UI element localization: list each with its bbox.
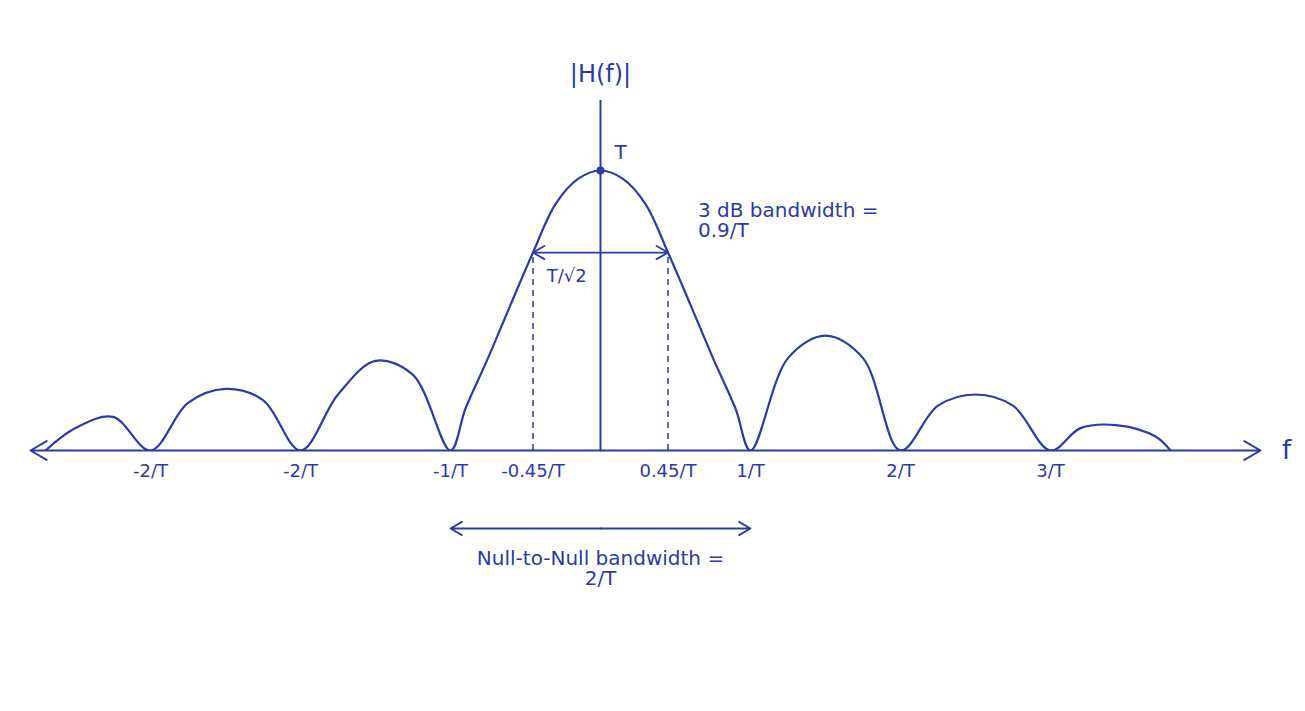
svg-text:-1/T: -1/T [433, 460, 469, 481]
svg-text:3/T: 3/T [1036, 460, 1066, 481]
svg-text:3 dB bandwidth =0.9/T: 3 dB bandwidth =0.9/T [698, 198, 878, 242]
svg-text:|H(f)|: |H(f)| [570, 60, 631, 88]
svg-text:T/√2: T/√2 [546, 265, 587, 286]
svg-text:-2/T: -2/T [133, 460, 169, 481]
svg-text:Null-to-Null bandwidth =2/T: Null-to-Null bandwidth =2/T [477, 546, 724, 590]
svg-text:f: f [1282, 435, 1292, 465]
svg-text:-2/T: -2/T [283, 460, 319, 481]
svg-text:T: T [614, 140, 628, 164]
svg-text:1/T: 1/T [736, 460, 766, 481]
svg-text:-0.45/T: -0.45/T [501, 460, 566, 481]
svg-text:0.45/T: 0.45/T [639, 460, 697, 481]
svg-text:2/T: 2/T [886, 460, 916, 481]
